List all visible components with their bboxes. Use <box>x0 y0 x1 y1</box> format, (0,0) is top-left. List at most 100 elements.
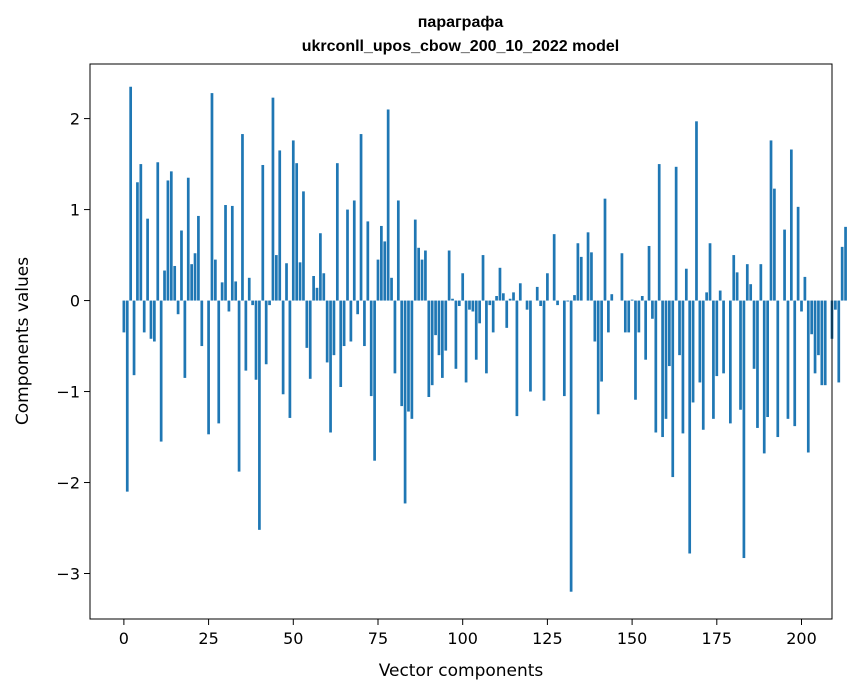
bar-47 <box>281 300 285 395</box>
bar-69 <box>356 300 360 315</box>
bar-104 <box>474 300 478 360</box>
bar-128 <box>556 300 559 306</box>
bar-163 <box>674 166 678 301</box>
bar-155 <box>647 245 651 301</box>
bar-192 <box>773 188 776 301</box>
bar-58 <box>319 233 322 301</box>
bar-148 <box>623 300 627 333</box>
bar-206 <box>820 300 824 386</box>
x-axis-ticks: 0 25 50 75 100 125 150 175 200 <box>119 619 817 648</box>
bar-140 <box>596 300 600 415</box>
bar-133 <box>573 295 576 301</box>
bar-6 <box>142 300 146 333</box>
bar-165 <box>681 300 685 434</box>
bar-162 <box>671 300 675 478</box>
bar-14 <box>169 171 173 301</box>
bar-137 <box>586 232 590 301</box>
bar-60 <box>325 300 329 363</box>
bar-51 <box>295 163 299 301</box>
bar-49 <box>288 300 292 418</box>
bar-157 <box>654 300 658 433</box>
bar-119 <box>525 300 529 310</box>
bar-55 <box>308 300 312 379</box>
bar-202 <box>806 300 810 453</box>
bar-78 <box>386 109 390 301</box>
bar-183 <box>742 300 746 559</box>
bar-1 <box>125 300 129 492</box>
bar-147 <box>620 253 624 301</box>
x-tick-label-150: 150 <box>617 629 648 648</box>
bar-66 <box>346 209 349 301</box>
x-tick-label-25: 25 <box>198 629 218 648</box>
bar-191 <box>769 140 773 301</box>
bar-20 <box>190 264 193 301</box>
bar-3 <box>132 300 136 376</box>
bar-109 <box>491 300 495 333</box>
bar-110 <box>495 296 498 301</box>
bar-100 <box>461 273 465 301</box>
bar-16 <box>176 300 180 315</box>
bar-33 <box>234 281 238 301</box>
bar-125 <box>546 273 549 301</box>
bar-7 <box>146 218 149 301</box>
bar-130 <box>562 300 566 397</box>
bar-197 <box>789 149 793 301</box>
bar-46 <box>278 150 282 301</box>
bar-108 <box>488 300 492 306</box>
x-tick-label-175: 175 <box>702 629 733 648</box>
bar-151 <box>634 300 637 400</box>
bar-17 <box>180 230 183 301</box>
x-tick-label-125: 125 <box>532 629 563 648</box>
bar-117 <box>518 283 522 301</box>
bar-90 <box>427 300 431 397</box>
bar-30 <box>224 205 227 301</box>
bar-63 <box>335 163 339 301</box>
bar-65 <box>342 300 346 347</box>
bar-103 <box>471 300 475 312</box>
bar-29 <box>220 282 224 301</box>
bar-31 <box>227 300 231 312</box>
bar-75 <box>376 259 380 301</box>
bar-2 <box>129 86 133 301</box>
bar-9 <box>153 300 156 342</box>
bar-169 <box>695 121 698 301</box>
bar-115 <box>512 292 515 301</box>
bar-72 <box>366 221 370 301</box>
bar-124 <box>542 300 546 401</box>
bar-193 <box>776 300 780 438</box>
bar-123 <box>539 300 542 307</box>
bar-68 <box>352 200 356 301</box>
bar-59 <box>322 273 326 301</box>
bar-81 <box>396 200 400 301</box>
x-tick-label-100: 100 <box>447 629 478 648</box>
bar-101 <box>464 300 468 383</box>
bar-174 <box>712 300 715 419</box>
bar-36 <box>244 300 248 371</box>
y-tick-label--2: −2 <box>56 474 80 493</box>
bar-150 <box>630 299 634 301</box>
bar-18 <box>183 300 187 378</box>
bar-25 <box>207 300 210 435</box>
bar-21 <box>193 253 197 301</box>
bar-180 <box>732 255 736 301</box>
bar-98 <box>454 300 458 369</box>
bar-15 <box>173 265 177 301</box>
bar-71 <box>363 300 366 347</box>
bar-207 <box>823 300 827 386</box>
bar-62 <box>332 300 336 356</box>
bar-189 <box>762 300 766 454</box>
bar-188 <box>759 264 763 301</box>
bar-179 <box>729 300 732 424</box>
bar-39 <box>254 300 258 380</box>
bar-8 <box>149 300 153 339</box>
bar-153 <box>640 296 644 301</box>
bar-212 <box>840 246 844 301</box>
bar-132 <box>569 300 573 592</box>
y-tick-label-2: 2 <box>70 110 80 129</box>
bar-152 <box>637 300 641 333</box>
bar-102 <box>468 300 471 310</box>
bar-138 <box>590 252 593 301</box>
bar-141 <box>600 300 603 382</box>
bar-161 <box>668 300 671 367</box>
bars-group <box>122 86 847 592</box>
